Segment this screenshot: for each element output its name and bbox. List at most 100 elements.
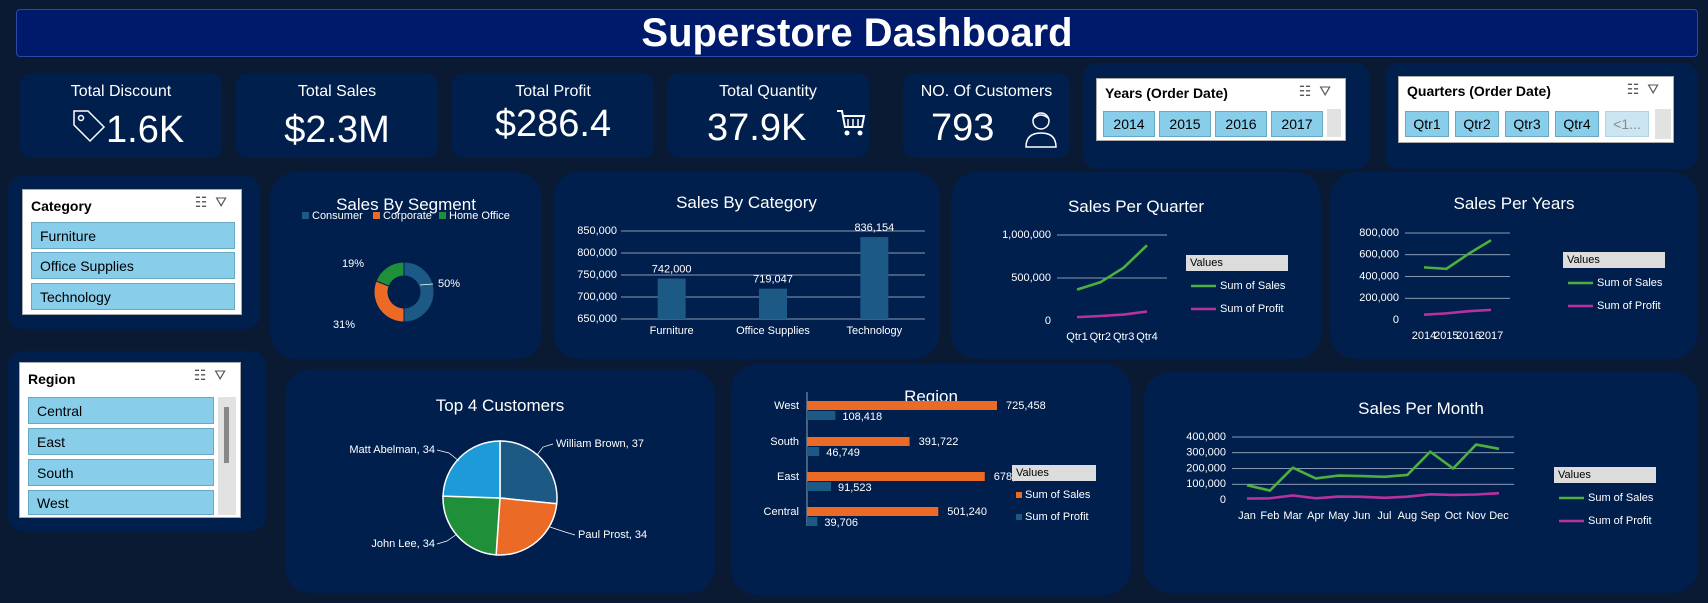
slicer-item-qtr1[interactable]: Qtr1 bbox=[1405, 111, 1449, 137]
slicer-item-2015[interactable]: 2015 bbox=[1159, 111, 1211, 137]
leader-line bbox=[436, 449, 460, 462]
slicer-item-2014[interactable]: 2014 bbox=[1103, 111, 1155, 137]
leader-line bbox=[536, 443, 554, 456]
y-tick-label: 200,000 bbox=[1359, 292, 1399, 304]
data-label: William Brown, 37 bbox=[556, 438, 644, 450]
slicer-item-office-supplies[interactable]: Office Supplies bbox=[31, 252, 235, 279]
bar-profit bbox=[807, 482, 831, 491]
series-line bbox=[1246, 491, 1500, 500]
month-line-chart: 0 100,000 200,000 300,000 400,000 Jan Feb Mar Ap… bbox=[1186, 431, 1656, 527]
y-tick-label: West bbox=[774, 400, 799, 412]
x-tick-label: Jul bbox=[1377, 510, 1391, 522]
leader-line bbox=[419, 283, 434, 286]
chart-title-years: Sales Per Years bbox=[1453, 194, 1575, 213]
cart-icon bbox=[837, 110, 866, 136]
pie-slice bbox=[495, 497, 558, 556]
legend-header bbox=[1012, 465, 1096, 481]
series-line bbox=[1246, 443, 1500, 492]
slicer-item-qtr2[interactable]: Qtr2 bbox=[1455, 111, 1499, 137]
kpi-total-profit: Total Profit $286.4 bbox=[452, 73, 654, 158]
y-tick-label: 1,000,000 bbox=[1002, 229, 1051, 241]
bar-profit bbox=[807, 447, 820, 456]
kpi-value: 793 bbox=[931, 107, 995, 149]
bar-sales bbox=[807, 472, 985, 481]
x-tick-label: Jan bbox=[1238, 510, 1256, 522]
scrollbar[interactable] bbox=[1655, 109, 1671, 139]
chart-title-customers: Top 4 Customers bbox=[435, 396, 565, 415]
data-label: 836,154 bbox=[854, 222, 894, 234]
x-tick-label: Nov bbox=[1466, 510, 1486, 522]
customers-pie-chart: William Brown, 37 Paul Prost, 34 John Lee,… bbox=[349, 438, 647, 556]
kpi-label: Total Sales bbox=[297, 83, 377, 100]
multiselect-icon[interactable]: ☷⛛ bbox=[1298, 83, 1339, 99]
x-tick-label: Dec bbox=[1489, 510, 1509, 522]
legend-swatch bbox=[1016, 492, 1022, 498]
slicer-item-east[interactable]: East bbox=[28, 428, 214, 455]
slicer-item-central[interactable]: Central bbox=[28, 397, 214, 424]
legend-title: Values bbox=[1190, 257, 1223, 269]
kpi-total-discount: Total Discount 1.6K bbox=[20, 73, 222, 158]
region-slicer: Region ☷⛛ Central East South West bbox=[19, 362, 241, 518]
dashboard-title: Superstore Dashboard bbox=[16, 9, 1698, 57]
legend-label: Consumer bbox=[312, 210, 363, 222]
data-label: 501,240 bbox=[947, 506, 987, 518]
kpi-value: 1.6K bbox=[106, 109, 185, 151]
data-label: 91,523 bbox=[838, 482, 872, 494]
kpi-total-sales: Total Sales $2.3M bbox=[236, 73, 438, 158]
bar-profit bbox=[807, 411, 836, 420]
data-label: Matt Abelman, 34 bbox=[349, 444, 435, 456]
slicer-item-blank[interactable]: <1... bbox=[1605, 111, 1649, 137]
y-tick-label: 100,000 bbox=[1186, 478, 1226, 490]
y-tick-label: 500,000 bbox=[1011, 272, 1051, 284]
data-label: John Lee, 34 bbox=[371, 538, 435, 550]
user-icon bbox=[1025, 112, 1057, 148]
y-tick-label: 0 bbox=[1045, 315, 1051, 327]
multiselect-icon[interactable]: ☷⛛ bbox=[1626, 81, 1667, 97]
y-tick-label: Central bbox=[764, 506, 799, 518]
kpi-total-quantity: Total Quantity 37.9K bbox=[667, 73, 869, 158]
x-tick-label: Qtr3 bbox=[1113, 331, 1134, 343]
y-tick-label: 850,000 bbox=[577, 225, 617, 237]
quarter-line-chart: 0 500,000 1,000,000 Qtr1 Qtr2 Qtr3 Qtr4 Values S… bbox=[1002, 229, 1288, 343]
scrollbar[interactable] bbox=[1327, 109, 1341, 137]
x-tick-label: Qtr2 bbox=[1090, 331, 1111, 343]
y-tick-label: 700,000 bbox=[577, 291, 617, 303]
slicer-item-2016[interactable]: 2016 bbox=[1215, 111, 1267, 137]
pie-slice bbox=[442, 440, 501, 499]
slicer-item-qtr3[interactable]: Qtr3 bbox=[1505, 111, 1549, 137]
legend-header bbox=[1186, 255, 1288, 271]
chart-title-quarter: Sales Per Quarter bbox=[1067, 197, 1205, 216]
x-tick-label: 2014 bbox=[1412, 330, 1436, 342]
slicer-title: Years (Order Date) bbox=[1105, 85, 1228, 101]
slicer-item-technology[interactable]: Technology bbox=[31, 283, 235, 310]
y-tick-label: 400,000 bbox=[1359, 270, 1399, 282]
legend-swatch bbox=[439, 212, 446, 219]
multiselect-icon[interactable]: ☷⛛ bbox=[194, 194, 235, 210]
slicer-item-2017[interactable]: 2017 bbox=[1271, 111, 1323, 137]
years-line-chart: 0200,000400,000600,000800,00020142015201… bbox=[1359, 227, 1665, 342]
region-bar-chart: West 725,458 108,418 South 391,722 46,749 East… bbox=[764, 392, 1096, 529]
legend-header bbox=[1554, 467, 1656, 483]
y-tick-label: 800,000 bbox=[577, 247, 617, 259]
slicer-item-west[interactable]: West bbox=[28, 490, 214, 515]
multiselect-icon[interactable]: ☷⛛ bbox=[193, 367, 234, 383]
legend-label: Sum of Profit bbox=[1025, 511, 1089, 523]
legend-swatch bbox=[373, 212, 380, 219]
kpi-label: NO. Of Customers bbox=[920, 83, 1053, 100]
data-label: 725,458 bbox=[1006, 400, 1046, 412]
legend-title: Values bbox=[1016, 467, 1049, 479]
x-tick-label: Mar bbox=[1283, 510, 1302, 522]
slicer-item-qtr4[interactable]: Qtr4 bbox=[1555, 111, 1599, 137]
slicer-item-furniture[interactable]: Furniture bbox=[31, 222, 235, 249]
kpi-value: 37.9K bbox=[707, 107, 807, 149]
pie-slice bbox=[442, 495, 501, 556]
slicer-item-south[interactable]: South bbox=[28, 459, 214, 486]
kpi-label: Total Discount bbox=[70, 83, 172, 100]
category-bar-chart: 650,000 700,000 750,000 800,000 850,000 742,0… bbox=[577, 222, 925, 337]
legend-header bbox=[1563, 252, 1665, 268]
legend-label: Sum of Profit bbox=[1588, 515, 1652, 527]
y-tick-label: 400,000 bbox=[1186, 431, 1226, 443]
scrollbar[interactable] bbox=[218, 397, 236, 515]
donut-slice bbox=[403, 261, 435, 323]
data-label: Paul Prost, 34 bbox=[578, 529, 647, 541]
